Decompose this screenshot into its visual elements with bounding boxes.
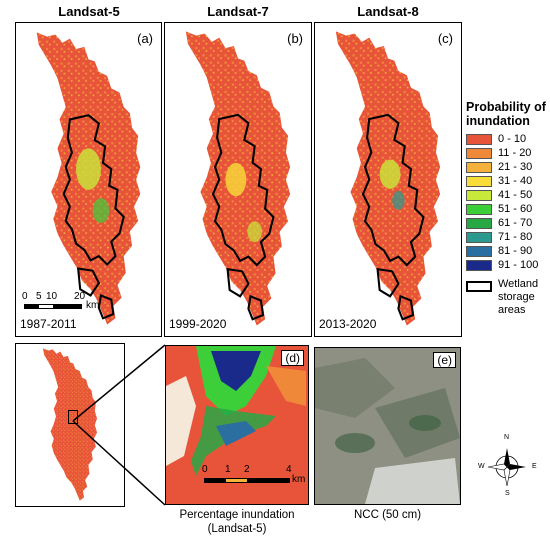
compass-e: E	[532, 463, 537, 470]
header-landsat7: Landsat-7	[207, 4, 269, 19]
scale-d-tick-0: 0	[202, 464, 208, 475]
inundation-map-a	[36, 32, 141, 325]
legend-row-7: 61 - 70	[466, 216, 532, 230]
scale-tick-5: 5	[36, 291, 42, 302]
period-c: 2013-2020	[319, 317, 377, 331]
map-panel-b: (b) 1999-2020	[164, 22, 312, 337]
compass-icon: N S W E	[478, 434, 537, 497]
legend-row-8: 71 - 80	[466, 230, 532, 244]
panel-label-e: (e)	[433, 352, 456, 368]
legend-row-2: 11 - 20	[466, 146, 531, 160]
legend-outline-swatch	[466, 281, 492, 292]
legend-classes: 0 - 10 11 - 20 21 - 30 31 - 40 41 - 50 5…	[466, 132, 550, 282]
scale-d-tick-4: 4	[286, 464, 292, 475]
scale-bar: 0 5 10 20 km	[22, 291, 132, 321]
scale-unit: km	[86, 300, 100, 311]
map-panel-a: (a) 0 5 10 20 km 1987-2011	[15, 22, 162, 337]
caption-d: Percentage inundation (Landsat-5)	[179, 509, 295, 535]
period-a: 1987-2011	[20, 317, 77, 331]
panel-label-d: (d)	[281, 350, 304, 366]
legend-row-4: 31 - 40	[466, 174, 532, 188]
caption-e: NCC (50 cm)	[353, 509, 422, 521]
legend-swatch-5	[466, 189, 492, 201]
compass-s: S	[505, 490, 510, 497]
inundation-map-c	[335, 31, 441, 326]
scale-d-tick-2: 2	[244, 464, 250, 475]
legend-row-10: 91 - 100	[466, 258, 538, 272]
zoom-panel-e: (e)	[314, 347, 461, 505]
legend-swatch-10	[466, 259, 492, 271]
ncc-image	[315, 348, 460, 504]
scale-d-unit: km	[292, 474, 306, 485]
period-b: 1999-2020	[169, 317, 227, 331]
scale-d-tick-1: 1	[225, 464, 231, 475]
scale-tick-10: 10	[46, 291, 58, 302]
legend-outline-label: Wetland storage areas	[498, 278, 539, 316]
panel-label-a: (a)	[137, 31, 153, 46]
legend-swatch-7	[466, 217, 492, 229]
panel-label-b: (b)	[287, 31, 303, 46]
legend-swatch-9	[466, 245, 492, 257]
legend-title: Probability of inundation	[466, 100, 546, 128]
legend-outline-entry: Wetland storage areas	[466, 278, 550, 328]
compass-w: W	[478, 463, 485, 470]
legend-row-1: 0 - 10	[466, 132, 526, 146]
legend-swatch-1	[466, 133, 492, 145]
legend-swatch-3	[466, 161, 492, 173]
header-landsat5: Landsat-5	[58, 4, 120, 19]
legend-row-5: 41 - 50	[466, 188, 532, 202]
legend-swatch-4	[466, 175, 492, 187]
legend-row-9: 81 - 90	[466, 244, 532, 258]
scale-tick-0: 0	[22, 291, 28, 302]
panel-label-c: (c)	[437, 31, 453, 46]
compass-n: N	[504, 434, 510, 441]
overview-panel	[15, 343, 125, 507]
legend-row-6: 51 - 60	[466, 202, 532, 216]
percentage-inundation-map	[166, 346, 308, 504]
legend-swatch-8	[466, 231, 492, 243]
scale-tick-20: 20	[74, 291, 86, 302]
legend: Probability of inundation 0 - 10 11 - 20…	[466, 100, 550, 340]
legend-row-3: 21 - 30	[466, 160, 532, 174]
legend-swatch-2	[466, 147, 492, 159]
inundation-map-b	[185, 31, 291, 326]
zoom-panel-d: (d) 0 1 2 4 km	[165, 345, 309, 505]
map-panel-c: (c) 2013-2020	[314, 22, 462, 337]
scale-bar-d: 0 1 2 4 km	[202, 464, 308, 494]
header-landsat8: Landsat-8	[357, 4, 419, 19]
legend-swatch-6	[466, 203, 492, 215]
